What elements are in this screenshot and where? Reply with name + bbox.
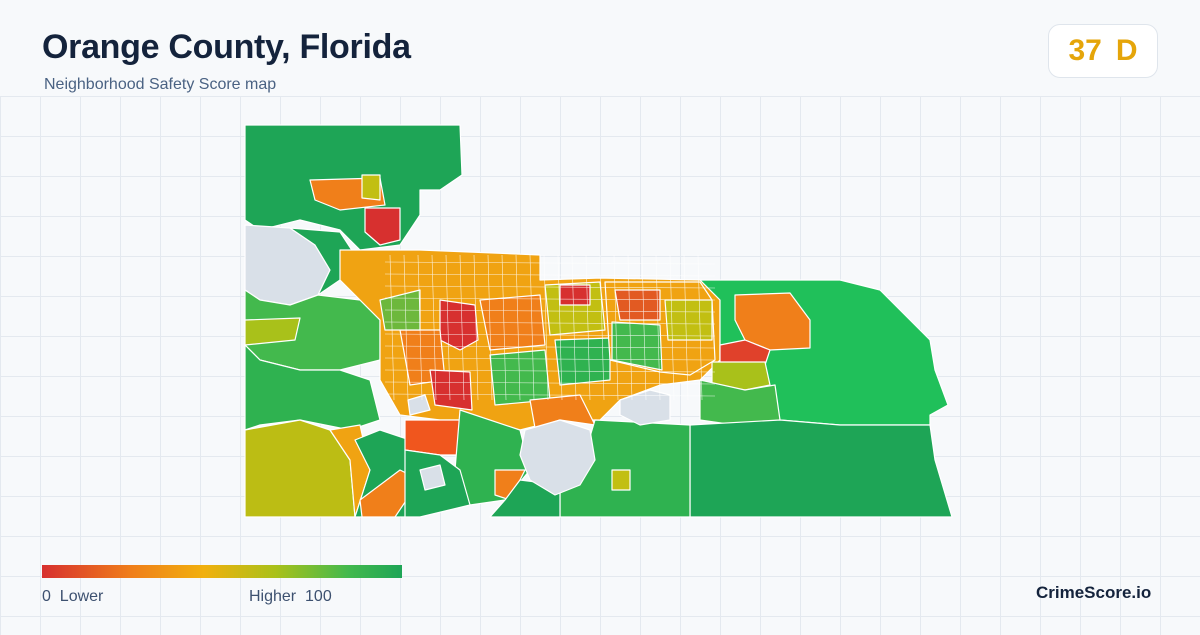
region-w-upper	[289, 227, 356, 296]
legend-max: Higher 100	[249, 588, 332, 606]
region-core-red	[439, 299, 479, 351]
region-e-red	[719, 339, 771, 366]
region-w-low	[244, 344, 381, 431]
region-e-core-red	[614, 289, 661, 321]
page-title: Orange County, Florida	[42, 28, 411, 66]
region-core-red2	[429, 369, 473, 411]
legend-max-label: Higher	[249, 588, 297, 605]
legend-color-scale	[42, 565, 402, 578]
legend-min-label: Lower	[59, 588, 104, 605]
legend-min-value: 0	[42, 588, 51, 605]
region-nodata-east	[619, 389, 671, 426]
region-e-south	[689, 419, 953, 518]
region-nw-yellow	[361, 174, 381, 201]
region-core-green3	[554, 337, 611, 386]
tract-boundaries	[384, 254, 716, 401]
score-grade: D	[1115, 34, 1138, 67]
legend-min: 0 Lower	[42, 588, 103, 606]
page-subtitle: Neighborhood Safety Score map	[44, 76, 277, 93]
region-e-orange-big	[734, 292, 811, 351]
region-nodata-small	[407, 394, 431, 416]
region-core-red3	[559, 284, 591, 306]
brand-logo[interactable]: CrimeScore.io	[1036, 583, 1152, 602]
legend-max-value: 100	[305, 588, 332, 605]
score-value: 37	[1068, 34, 1102, 67]
region-nodata-small2	[419, 464, 446, 491]
region-w-yellow	[244, 317, 301, 346]
header-band	[0, 0, 1200, 96]
region-se-yellow	[611, 469, 631, 491]
region-nw-hotspot	[364, 207, 401, 246]
region-nodata-south	[519, 419, 596, 496]
region-sw-core	[404, 419, 466, 456]
score-badge: 37 D	[1048, 24, 1158, 78]
region-core-orange3	[529, 394, 596, 429]
